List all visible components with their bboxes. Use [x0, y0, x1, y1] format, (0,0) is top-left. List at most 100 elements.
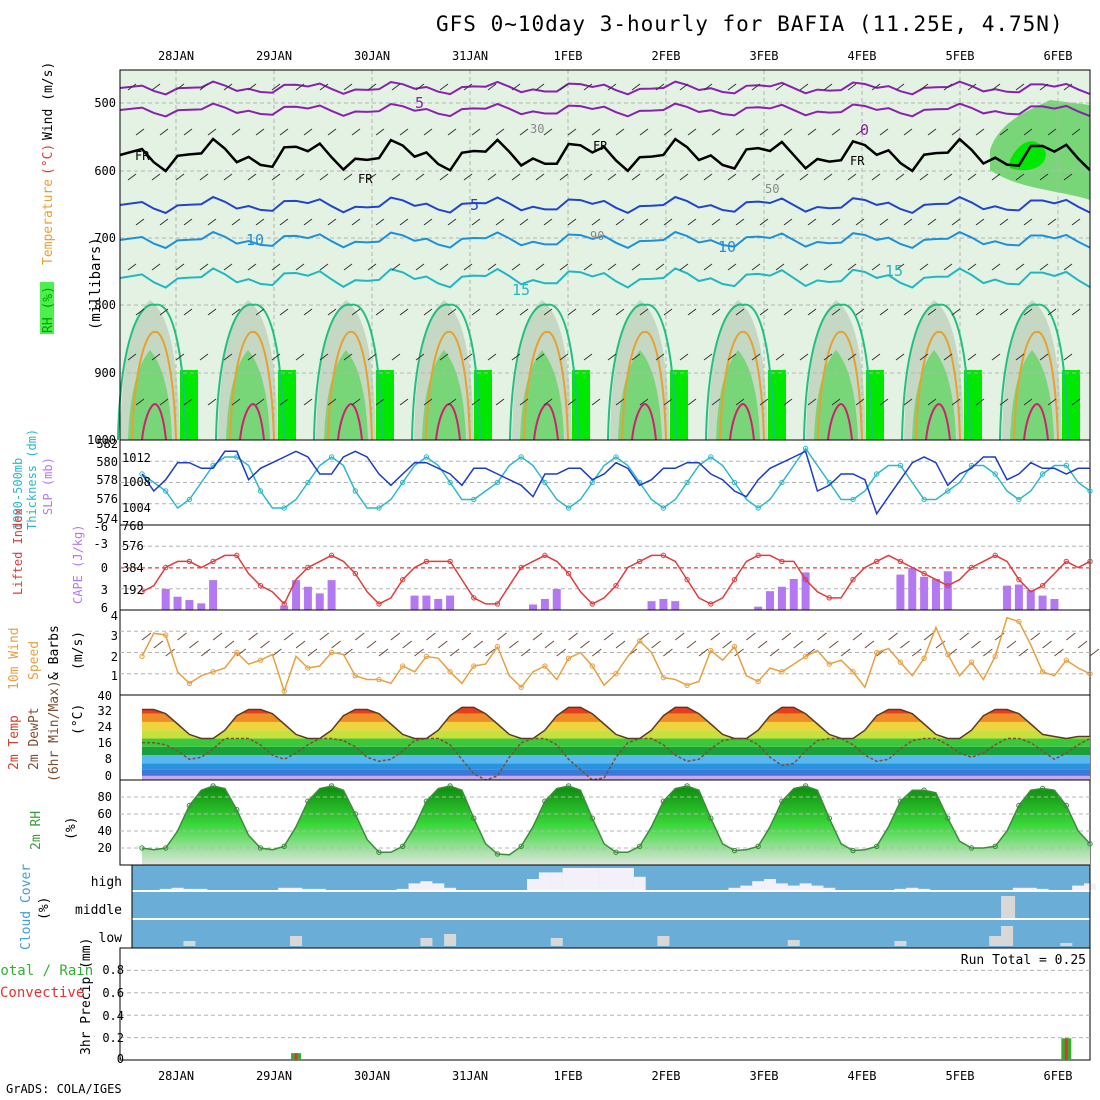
- wind10m-speed-series-marker: [968, 659, 975, 665]
- thickness-series-marker: [1016, 496, 1022, 503]
- wind-barb: [511, 263, 521, 271]
- temp-contour-30c: [729, 402, 755, 441]
- rh2m-series-marker: [542, 798, 548, 804]
- cape-tick: 576: [122, 539, 144, 553]
- wind10m-barb: [354, 632, 365, 641]
- date-label-top: 3FEB: [750, 49, 779, 63]
- wind10m-barb: [900, 640, 910, 649]
- wind10m-barb: [378, 648, 389, 657]
- date-label-bottom: 4FEB: [848, 1069, 877, 1083]
- cape-bar: [754, 606, 763, 610]
- cloud-high-bar: [787, 885, 800, 890]
- wind-barb: [583, 83, 593, 91]
- wind-barb: [487, 263, 497, 271]
- wind10m-speed-series-marker: [518, 684, 524, 690]
- pressure-tick: 1000: [87, 433, 116, 447]
- rh2m-series-marker: [921, 787, 927, 793]
- wind10m-barb: [828, 640, 839, 649]
- wind-barb: [783, 308, 793, 316]
- rh2m-series-marker: [802, 783, 809, 789]
- wind-barb: [127, 263, 137, 271]
- wind-barb: [303, 128, 313, 136]
- thickness-series-marker: [755, 505, 761, 511]
- wind10m-barb: [449, 648, 460, 657]
- wind10m-speed-series-marker: [234, 649, 240, 656]
- wind10m-barb: [686, 640, 697, 649]
- wind-barb: [591, 218, 601, 226]
- wind-barb: [495, 308, 505, 316]
- cloud-high-bar: [313, 888, 326, 890]
- wind10m-barb: [911, 648, 922, 657]
- wind-barb: [247, 83, 257, 91]
- wind10m-speed-series-marker: [139, 653, 145, 660]
- rh2m-series-marker: [850, 847, 856, 854]
- wind-barb: [607, 83, 617, 91]
- cape-bar: [1038, 595, 1047, 610]
- rh2m-tick: 20: [98, 841, 112, 855]
- wind-barb: [223, 173, 233, 181]
- wind-barb: [343, 263, 353, 271]
- rh2m-series-marker: [755, 843, 761, 849]
- rh2m-tick: 80: [98, 790, 112, 804]
- wind-barb: [223, 263, 233, 271]
- wind-barb: [727, 173, 737, 181]
- cloud-high-bar: [728, 887, 741, 890]
- rh2m-series-marker: [328, 783, 335, 789]
- wind-barb: [823, 263, 833, 271]
- wind-barb: [967, 83, 977, 91]
- temp-contour-25c: [817, 331, 863, 441]
- cloud-high-bar: [610, 868, 622, 890]
- wind-barb: [463, 83, 473, 91]
- wind10m-barb: [746, 632, 756, 641]
- run-total-label: Run Total = 0.25: [961, 953, 1086, 968]
- rh2m-series-marker: [305, 798, 311, 804]
- cloud-high-bar: [1036, 888, 1049, 890]
- lifted-index-series-marker: [423, 558, 430, 565]
- precip-tick: 0: [117, 1052, 124, 1066]
- date-label-bottom: 5FEB: [946, 1069, 975, 1083]
- wind-barb: [511, 353, 521, 361]
- thickness-tick: 578: [96, 473, 118, 487]
- wind10m-speed-series-marker: [637, 638, 643, 644]
- wind-barb: [391, 263, 401, 271]
- cloud-mid-bar: [1001, 896, 1016, 918]
- temp-band: [142, 755, 1090, 764]
- wind10m-speed-series-marker: [921, 655, 927, 661]
- lifted-index-series-marker: [968, 564, 975, 571]
- wind10m-speed-series-marker: [400, 663, 406, 669]
- wind-barb: [727, 353, 737, 361]
- slp-tick: 1012: [122, 451, 151, 465]
- wind10m-speed-series-marker: [613, 671, 619, 677]
- wind-barb: [175, 173, 185, 181]
- wind-barb: [847, 173, 857, 181]
- wind-barb: [1063, 263, 1073, 271]
- precip-tick: 0.8: [102, 963, 124, 977]
- cloud-low-bar: [787, 940, 800, 946]
- wind-barb: [735, 398, 745, 406]
- precip-tick: 0.2: [102, 1031, 124, 1045]
- wind-barb: [319, 263, 329, 271]
- wind-barb: [615, 218, 625, 226]
- wind10m-speed-series-marker: [708, 647, 714, 654]
- wind-barb: [783, 398, 793, 406]
- wind-barb: [951, 398, 961, 406]
- wind-barb: [535, 173, 545, 181]
- wind10m-speed-series-marker: [802, 653, 809, 660]
- wind-barb: [663, 218, 673, 226]
- wind-barb: [999, 308, 1009, 316]
- wind-barb: [799, 353, 809, 361]
- wind-barb: [567, 128, 577, 136]
- wind-barb: [231, 398, 241, 406]
- wind-barb: [831, 218, 841, 226]
- slp-tick: 1004: [122, 501, 151, 515]
- wind-barb: [847, 83, 857, 91]
- wind-barb: [519, 218, 529, 226]
- temp-contour-5c: [119, 195, 1091, 215]
- precip-conv-bar: [1064, 1038, 1068, 1060]
- wind10m-speed-series-marker: [1016, 618, 1022, 625]
- wind10m-speed-series-marker: [779, 669, 785, 675]
- wind-barb: [967, 263, 977, 271]
- rh2m-series-marker: [518, 843, 524, 849]
- lifted-index-series-marker: [1087, 558, 1093, 565]
